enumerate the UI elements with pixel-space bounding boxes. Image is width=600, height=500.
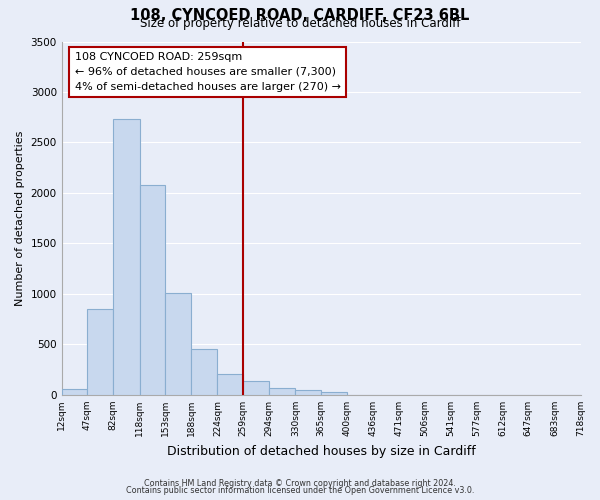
Text: Size of property relative to detached houses in Cardiff: Size of property relative to detached ho… — [140, 18, 460, 30]
X-axis label: Distribution of detached houses by size in Cardiff: Distribution of detached houses by size … — [167, 444, 475, 458]
Bar — [88, 309, 113, 395]
Text: 108, CYNCOED ROAD, CARDIFF, CF23 6BL: 108, CYNCOED ROAD, CARDIFF, CF23 6BL — [130, 8, 470, 22]
Bar — [113, 120, 140, 395]
Bar — [165, 293, 191, 395]
Text: Contains public sector information licensed under the Open Government Licence v3: Contains public sector information licen… — [126, 486, 474, 495]
Bar — [321, 392, 347, 395]
Text: 108 CYNCOED ROAD: 259sqm
← 96% of detached houses are smaller (7,300)
4% of semi: 108 CYNCOED ROAD: 259sqm ← 96% of detach… — [74, 52, 341, 92]
Bar — [243, 381, 269, 395]
Bar — [269, 388, 295, 395]
Bar — [217, 374, 243, 395]
Y-axis label: Number of detached properties: Number of detached properties — [15, 130, 25, 306]
Bar — [295, 390, 321, 395]
Text: Contains HM Land Registry data © Crown copyright and database right 2024.: Contains HM Land Registry data © Crown c… — [144, 478, 456, 488]
Bar — [140, 185, 165, 395]
Bar — [191, 350, 217, 395]
Bar — [62, 390, 88, 395]
